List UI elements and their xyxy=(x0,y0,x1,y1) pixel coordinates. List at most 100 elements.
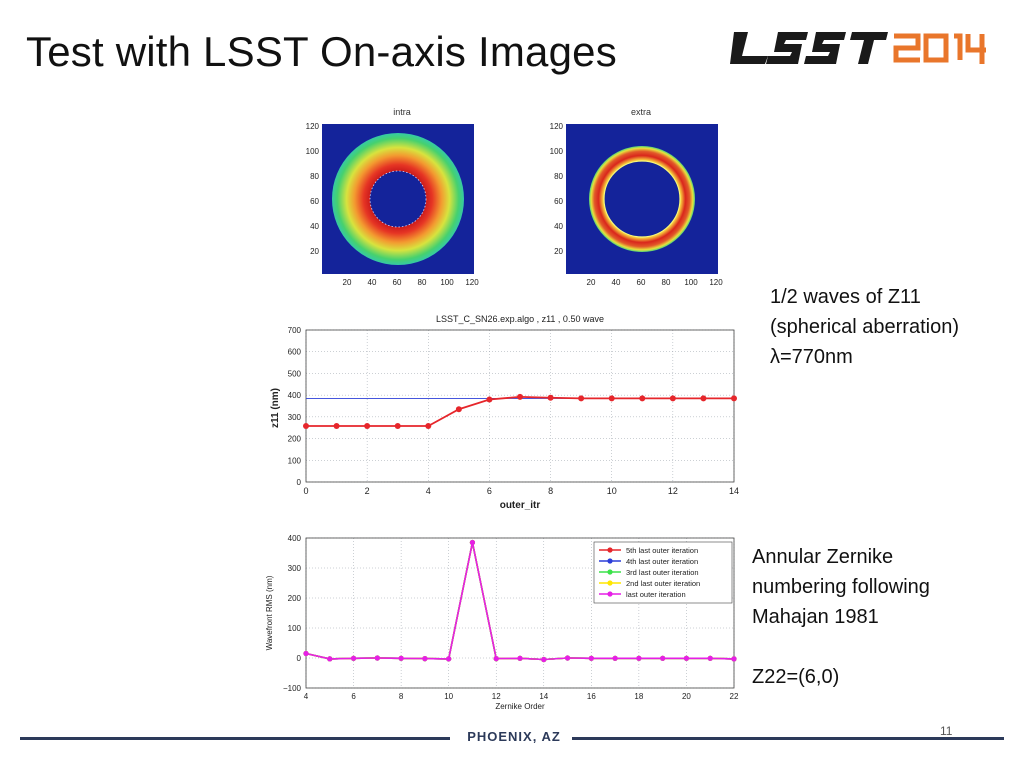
footer-divider-left xyxy=(20,737,450,740)
intra-xtick: 60 xyxy=(393,278,402,287)
slide-title: Test with LSST On-axis Images xyxy=(26,28,617,75)
extra-xtick: 100 xyxy=(684,278,698,287)
z11-chart-grid xyxy=(305,329,735,483)
page-number: 11 xyxy=(940,724,953,738)
extra-hole xyxy=(603,160,681,238)
intra-xtick: 80 xyxy=(418,278,427,287)
extra-ytick: 80 xyxy=(554,172,563,181)
extra-xtick: 60 xyxy=(637,278,646,287)
z11-data-point xyxy=(608,395,615,402)
extra-title: extra xyxy=(631,107,651,117)
zernike-note: Annular Zernike numbering following Maha… xyxy=(752,542,930,692)
extra-y-ticks: 120 100 80 60 40 20 xyxy=(550,122,564,256)
extra-ytick: 100 xyxy=(550,147,564,156)
zernike-x-tick-label: 12 xyxy=(492,692,501,701)
z11-y-tick-label: 500 xyxy=(288,369,302,378)
z11-y-tick-label: 200 xyxy=(288,435,302,444)
zernike-series xyxy=(303,539,737,663)
z11-x-tick-label: 0 xyxy=(303,486,308,496)
z11-chart-title: LSST_C_SN26.exp.algo , z11 , 0.50 wave xyxy=(436,314,604,324)
intra-ytick: 60 xyxy=(310,197,319,206)
z11-note: 1/2 waves of Z11 (spherical aberration) … xyxy=(770,282,959,372)
zernike-data-point xyxy=(517,655,523,661)
extra-x-ticks: 20 40 60 80 100 120 xyxy=(587,278,724,287)
zernike-data-point xyxy=(446,656,452,662)
intra-ytick: 40 xyxy=(310,222,319,231)
z11-x-tick-label: 4 xyxy=(426,486,431,496)
extra-image-plot: extra 120 100 80 60 40 20 20 40 60 80 10… xyxy=(550,107,724,287)
z11-note-line: (spherical aberration) xyxy=(770,316,959,338)
z11-y-tick-label: 600 xyxy=(288,348,302,357)
zernike-x-tick-label: 14 xyxy=(539,692,548,701)
extra-ytick: 40 xyxy=(554,222,563,231)
zernike-data-point xyxy=(303,650,309,657)
zernike-data-point xyxy=(541,656,547,663)
zernike-y-tick-label: 0 xyxy=(297,654,302,663)
zernike-x-tick-label: 18 xyxy=(634,692,643,701)
z11-data-point xyxy=(486,396,493,403)
zernike-note-line: Annular Zernike xyxy=(752,546,894,568)
z11-data-point xyxy=(303,422,309,429)
zernike-x-tick-label: 4 xyxy=(304,692,309,701)
zernike-legend-label: 2nd last outer iteration xyxy=(626,579,700,588)
z11-data-point xyxy=(700,395,707,402)
z11-x-tick-label: 12 xyxy=(668,486,678,496)
z11-x-tick-label: 10 xyxy=(607,486,617,496)
extra-ytick: 120 xyxy=(550,122,564,131)
z11-y-tick-label: 0 xyxy=(297,478,302,487)
extra-xtick: 120 xyxy=(709,278,723,287)
z11-x-tick-label: 14 xyxy=(729,486,739,496)
zernike-x-tick-label: 6 xyxy=(351,692,356,701)
z11-x-tick-label: 8 xyxy=(548,486,553,496)
extra-ytick: 60 xyxy=(554,197,563,206)
z11-y-tick-label: 300 xyxy=(288,413,302,422)
zernike-rms-chart: 4 6 8 10 12 14 16 18 20 22 −100 0 100 200 300 400 5th l… xyxy=(265,534,739,711)
z11-x-axis-label: outer_itr xyxy=(500,500,541,511)
z11-series-line xyxy=(306,395,734,427)
z11-x-tick-label: 2 xyxy=(365,486,370,496)
zernike-y-tick-label: 100 xyxy=(288,624,302,633)
logo-mark-lsst xyxy=(730,32,888,64)
zernike-x-axis-label: Zernike Order xyxy=(495,702,545,711)
zernike-note-line: numbering following xyxy=(752,576,930,598)
z11-note-line: λ=770nm xyxy=(770,346,853,368)
z11-data-point xyxy=(333,422,340,429)
z11-vs-iteration-chart: LSST_C_SN26.exp.algo , z11 , 0.50 wave 0… xyxy=(270,314,739,511)
intra-hole xyxy=(369,170,427,228)
footer-divider-right xyxy=(572,737,1004,740)
z11-data-point xyxy=(731,395,737,402)
intra-xtick: 40 xyxy=(368,278,377,287)
z11-data-point xyxy=(547,394,554,401)
z11-data-point xyxy=(394,422,401,429)
intra-xtick: 100 xyxy=(440,278,454,287)
footer-location: PHOENIX, AZ xyxy=(467,729,561,744)
extra-xtick: 20 xyxy=(587,278,596,287)
zernike-legend-marker xyxy=(607,547,613,553)
zernike-plot-frame xyxy=(305,537,735,689)
z11-y-axis-label: z11 (nm) xyxy=(270,388,281,428)
extra-xtick: 80 xyxy=(662,278,671,287)
intra-image-plot: intra 120 100 80 60 40 20 20 40 60 80 10… xyxy=(306,107,480,287)
zernike-legend-label: 4th last outer iteration xyxy=(626,557,698,566)
zernike-data-point xyxy=(707,655,713,661)
intra-xtick: 120 xyxy=(465,278,479,287)
z11-plot-frame xyxy=(305,329,735,483)
zernike-data-point xyxy=(398,655,404,661)
z11-data-point xyxy=(364,422,371,429)
z11-note-line: 1/2 waves of Z11 xyxy=(770,286,921,308)
zernike-legend-label: 3rd last outer iteration xyxy=(626,568,699,577)
zernike-x-tick-label: 10 xyxy=(444,692,453,701)
intra-y-ticks: 120 100 80 60 40 20 xyxy=(306,122,320,256)
zernike-legend-marker xyxy=(607,580,613,586)
z11-data-point xyxy=(669,395,676,402)
zernike-data-point xyxy=(350,655,357,661)
z11-series xyxy=(303,393,737,429)
zernike-data-point xyxy=(564,655,571,661)
extra-ytick: 20 xyxy=(554,247,563,256)
zernike-legend-marker xyxy=(607,558,613,564)
intra-ytick: 100 xyxy=(306,147,320,156)
zernike-data-point xyxy=(374,655,380,661)
zernike-x-tick-label: 22 xyxy=(730,692,739,701)
zernike-y-tick-label: 200 xyxy=(288,594,302,603)
zernike-data-point xyxy=(683,655,690,661)
